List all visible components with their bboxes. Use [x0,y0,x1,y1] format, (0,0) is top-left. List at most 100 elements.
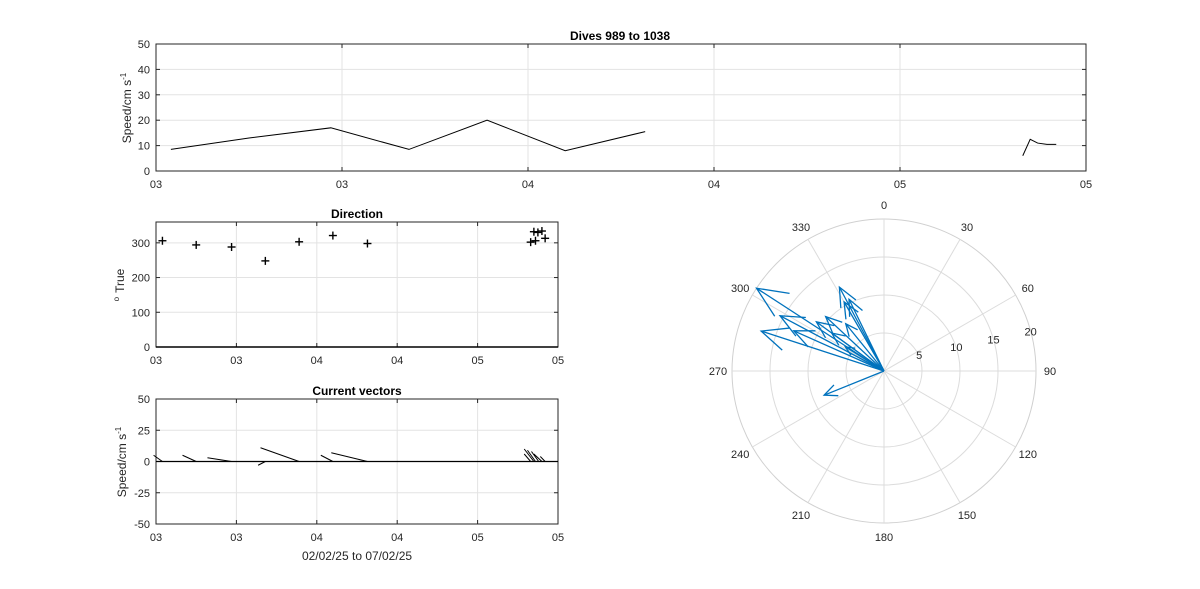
direction-x-tick-label: 05 [552,355,564,367]
speed-y-tick-label: 20 [138,115,150,127]
current-vector-stick [539,456,546,462]
direction-point [192,240,201,249]
polar-theta-label: 0 [881,200,887,212]
compass-arrow [844,322,885,372]
direction-y-axis-label-prefix: o [112,296,121,301]
compass-arrow [759,327,885,372]
vectors-x-tick-label: 05 [471,532,483,544]
speed-axes: 03 03 04 04 05 05 0 10 20 30 40 50 [138,39,1092,191]
current-vector-stick [182,454,197,462]
vectors-x-tick-label: 03 [230,532,242,544]
direction-point [295,237,304,246]
vectors-y-tick-label: -25 [134,488,150,500]
compass-arrow [822,370,885,397]
current-vectors-y-axis-label: Speed/cm s-1 [114,426,129,497]
current-vectors-title: Current vectors [312,384,402,398]
vectors-y-tick-label: 50 [138,394,150,406]
polar-theta-label: 120 [1019,449,1037,461]
direction-y-tick-label: 200 [132,273,150,285]
polar-spoke [883,370,1016,448]
polar-spoke [883,239,961,372]
direction-point [533,228,542,237]
compass-arrow-shaft [815,321,885,372]
direction-x-tick-label: 04 [391,355,403,367]
direction-point [261,256,270,265]
direction-point [531,236,540,245]
compass-arrow-shaft [825,316,885,372]
polar-theta-label: 330 [792,222,810,234]
direction-y-tick-label: 100 [132,307,150,319]
current-vectors-y-axis-label-exponent: -1 [114,426,123,434]
current-vector-stick [207,457,232,462]
speed-y-axis-label-text: Speed/cm s [120,80,134,143]
compass-arrow-shaft [823,370,885,396]
speed-y-tick-label: 30 [138,90,150,102]
speed-x-tick-label: 04 [522,179,534,191]
current-vector-stick [257,461,266,466]
direction-point [227,243,236,251]
speed-y-tick-label: 50 [138,39,150,51]
speed-series-line [170,119,646,152]
polar-radius-label: 15 [987,334,999,346]
svg-text:Speed/cm s-1: Speed/cm s-1 [114,426,129,497]
direction-y-axis-label: o True [112,268,127,301]
compass-arrow-head [838,285,857,309]
direction-point [158,236,167,245]
direction-y-axis-label-text: True [113,268,127,293]
speed-x-tick-label: 03 [336,179,348,191]
speed-x-tick-label: 03 [150,179,162,191]
speed-chart-title: Dives 989 to 1038 [570,29,670,43]
direction-point [328,231,337,240]
polar-theta-label: 300 [731,283,749,295]
direction-x-tick-label: 05 [471,355,483,367]
current-vectors-axes: 03 03 04 04 05 05 -50 -25 0 25 50 [134,394,564,544]
direction-x-tick-label: 03 [150,355,162,367]
compass-arrow-head [759,327,790,351]
current-vector-stick [527,449,536,462]
polar-spoke [752,294,885,372]
speed-y-axis-label-exponent: -1 [119,72,128,80]
compass-arrow-head [844,322,858,337]
current-vectors-x-axis-label: 02/02/25 to 07/02/25 [302,549,412,563]
compass-arrow-head [778,314,806,337]
compass-arrow [848,297,885,372]
polar-spoke [883,294,1016,372]
direction-x-tick-label: 04 [311,355,323,367]
current-vectors-y-axis-label-text: Speed/cm s [115,434,129,497]
compass-arrow-shaft [843,301,885,372]
vectors-x-tick-label: 03 [150,532,162,544]
compass-arrow-head [822,384,839,397]
speed-x-tick-label: 04 [708,179,720,191]
direction-chart-title: Direction [331,207,383,221]
polar-spoke [883,370,961,503]
compass-arrow-shaft [848,298,885,372]
svg-text:Speed/cm s-1: Speed/cm s-1 [119,72,134,143]
vectors-y-tick-label: 25 [138,425,150,437]
current-vector-stick [153,454,163,462]
compass-arrow-head [848,297,863,317]
svg-text:oTrue: o True [112,268,127,301]
current-vector-stick [523,448,535,462]
vectors-x-tick-label: 05 [552,532,564,544]
compass-plot: 0 30 60 90 120 150 180 210 240 270 300 330 5 10 15 20 [709,200,1056,544]
speed-axes-box [155,43,1087,172]
current-vector-stick [531,451,540,462]
compass-arrow-shaft [760,330,885,372]
polar-theta-label: 240 [731,449,749,461]
polar-theta-label: 210 [792,510,810,522]
polar-theta-label: 180 [875,532,893,544]
polar-radius-label: 20 [1025,326,1037,338]
vectors-x-tick-label: 04 [391,532,403,544]
compass-arrow-shaft [845,323,885,372]
direction-x-tick-label: 03 [230,355,242,367]
polar-spoke [807,370,885,503]
current-vector-stick [533,453,543,462]
polar-radius-label: 5 [916,350,922,362]
speed-y-tick-label: 0 [144,166,150,178]
vectors-y-tick-label: 0 [144,457,150,469]
direction-y-tick-label: 300 [132,238,150,250]
speed-x-tick-label: 05 [1080,179,1092,191]
vectors-x-tick-label: 04 [311,532,323,544]
